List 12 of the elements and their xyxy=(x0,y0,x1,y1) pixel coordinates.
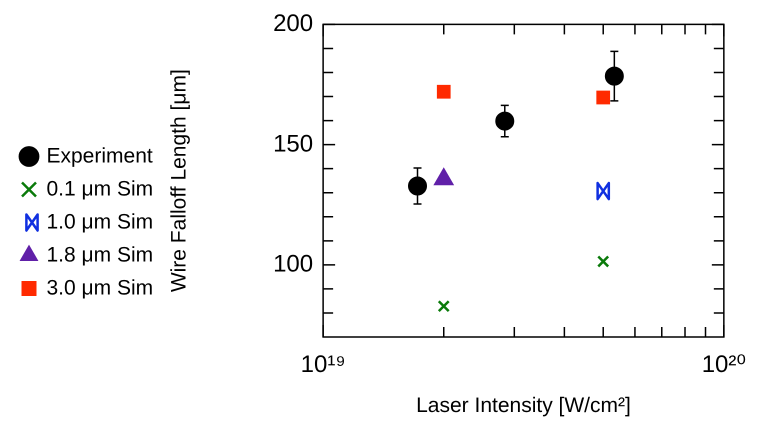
y-tick-label: 150 xyxy=(273,130,314,158)
y-tick-label: 200 xyxy=(273,10,314,38)
legend-label: Experiment xyxy=(46,144,153,168)
legend-label: 1.8 μm Sim xyxy=(46,243,154,266)
x-tick-label: 10¹⁹ xyxy=(300,351,346,378)
legend-label: 3.0 μm Sim xyxy=(46,276,154,300)
y-tick-label: 100 xyxy=(273,250,314,278)
x-tick-label: 10²⁰ xyxy=(702,351,746,378)
y-axis-title: Wire Falloff Length [μm] xyxy=(168,69,191,292)
legend-label: 0.1 μm Sim xyxy=(46,177,154,200)
legend-label: 1.0 μm Sim xyxy=(46,210,154,234)
x-axis-title: Laser Intensity [W/cm²] xyxy=(416,394,631,418)
